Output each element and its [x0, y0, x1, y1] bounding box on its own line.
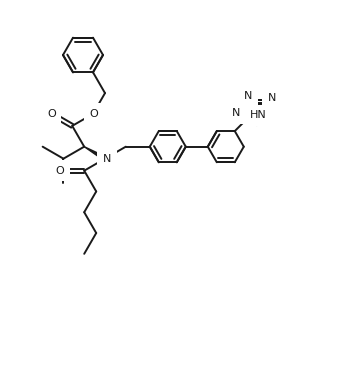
- Text: N: N: [232, 108, 240, 119]
- Text: O: O: [90, 109, 98, 119]
- Text: O: O: [56, 166, 64, 176]
- Polygon shape: [84, 147, 106, 160]
- Text: N: N: [103, 154, 111, 164]
- Text: N: N: [268, 93, 276, 103]
- Text: O: O: [47, 109, 56, 119]
- Text: HN: HN: [250, 111, 267, 120]
- Text: N: N: [244, 91, 253, 101]
